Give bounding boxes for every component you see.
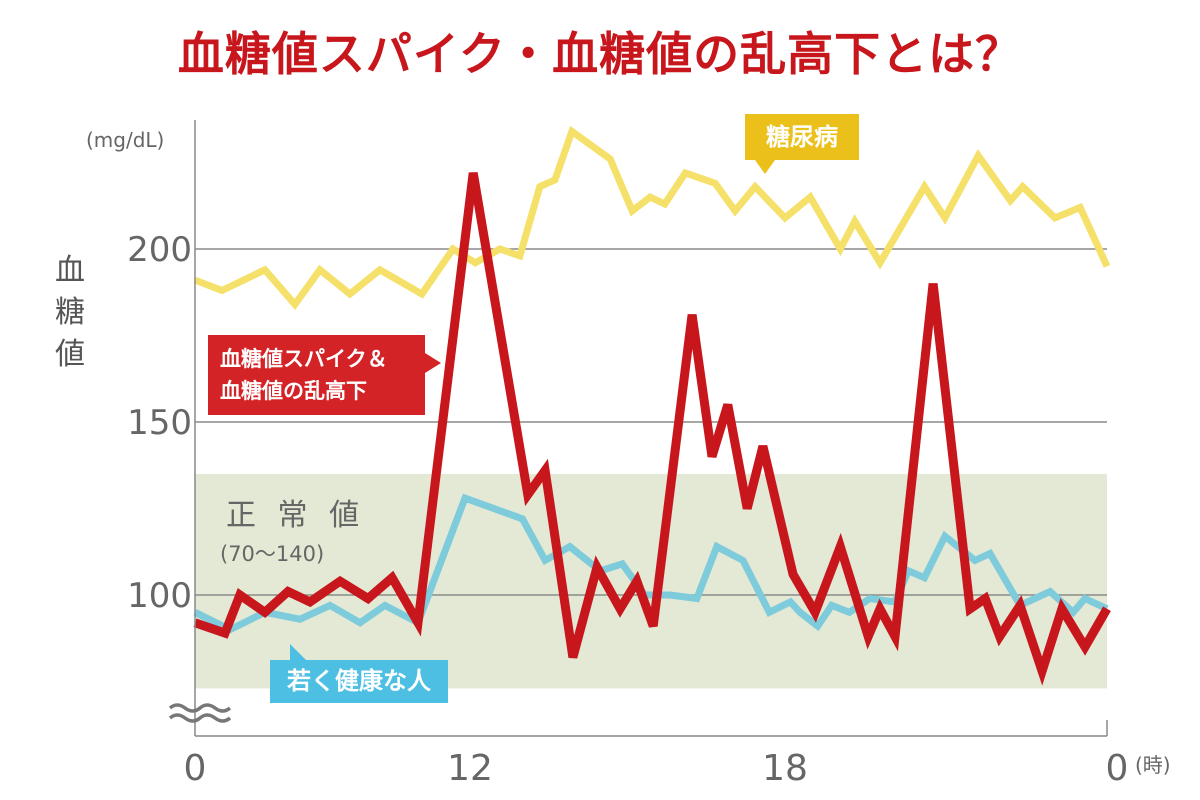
y-axis-label-text: 血糖値 [55, 253, 85, 372]
x-tick-label: 18 [762, 748, 808, 789]
axis-break-icon [168, 703, 232, 723]
x-axis-unit: (時) [1135, 753, 1171, 777]
x-tick-label: 0 [1106, 748, 1129, 789]
legend-callout-diabetes: 糖尿病 [745, 114, 859, 174]
series-line-1 [193, 493, 1109, 634]
legend-callout-spike-line1: 血糖値スパイク＆ [220, 347, 388, 371]
y-tick-label: 100 [127, 576, 192, 616]
normal-range-label: 正 常 値 (70〜140) [220, 490, 365, 568]
x-tick-label: 12 [447, 748, 493, 789]
legend-callout-spike-line2: 血糖値の乱高下 [220, 379, 367, 403]
legend-callout-spike: 血糖値スパイク＆ 血糖値の乱高下 [208, 335, 441, 415]
x-tick-label: 0 [184, 748, 207, 789]
normal-range-title: 正 常 値 [226, 498, 366, 533]
legend-callout-healthy: 若く健康な人 [270, 644, 448, 703]
y-axis-label: 血糖値 [48, 250, 92, 376]
chart-title: 血糖値スパイク・血糖値の乱高下とは？ [177, 27, 1023, 81]
y-tick-label: 150 [127, 403, 192, 443]
y-tick-label: 200 [127, 230, 192, 270]
series-line-2 [193, 172, 1111, 686]
normal-range-values: (70〜140) [220, 542, 325, 566]
series-line-0 [193, 125, 1111, 311]
y-axis-unit: (mg/dL) [86, 128, 165, 152]
